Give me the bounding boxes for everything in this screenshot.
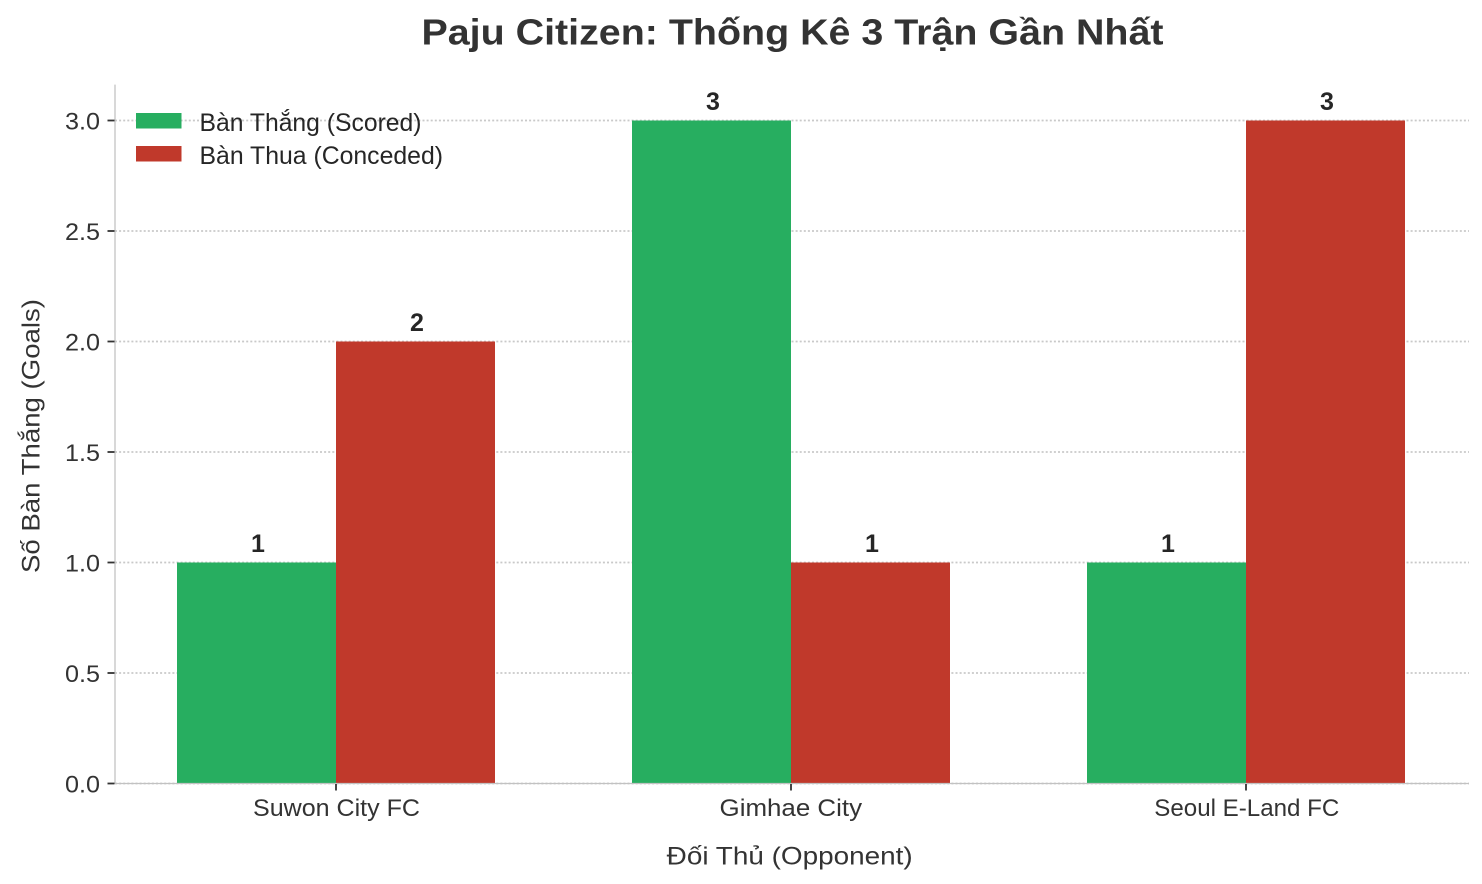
svg-text:Bàn Thua (Conceded): Bàn Thua (Conceded) — [200, 142, 444, 170]
svg-text:1.0: 1.0 — [65, 551, 100, 578]
svg-text:2.0: 2.0 — [65, 330, 100, 357]
svg-text:Gimhae City: Gimhae City — [720, 795, 863, 822]
svg-text:3.0: 3.0 — [65, 109, 100, 136]
svg-text:0.0: 0.0 — [65, 772, 100, 799]
svg-text:3: 3 — [1320, 88, 1334, 116]
svg-text:1: 1 — [865, 530, 879, 558]
svg-text:Số Bàn Thắng (Goals): Số Bàn Thắng (Goals) — [17, 299, 46, 573]
svg-text:Paju Citizen: Thống Kê 3 Trận: Paju Citizen: Thống Kê 3 Trận Gần Nhất — [422, 12, 1164, 53]
svg-text:Đối Thủ (Opponent): Đối Thủ (Opponent) — [667, 843, 913, 871]
svg-text:3: 3 — [706, 88, 720, 116]
svg-text:Suwon City FC: Suwon City FC — [253, 795, 420, 822]
svg-text:1: 1 — [251, 530, 265, 558]
svg-text:Seoul E-Land FC: Seoul E-Land FC — [1154, 795, 1339, 822]
svg-text:Bàn Thắng (Scored): Bàn Thắng (Scored) — [200, 108, 422, 137]
svg-text:2.5: 2.5 — [65, 219, 100, 246]
svg-text:0.5: 0.5 — [65, 661, 100, 688]
svg-text:1: 1 — [1161, 530, 1175, 558]
svg-text:2: 2 — [410, 309, 424, 337]
svg-text:1.5: 1.5 — [65, 440, 100, 467]
